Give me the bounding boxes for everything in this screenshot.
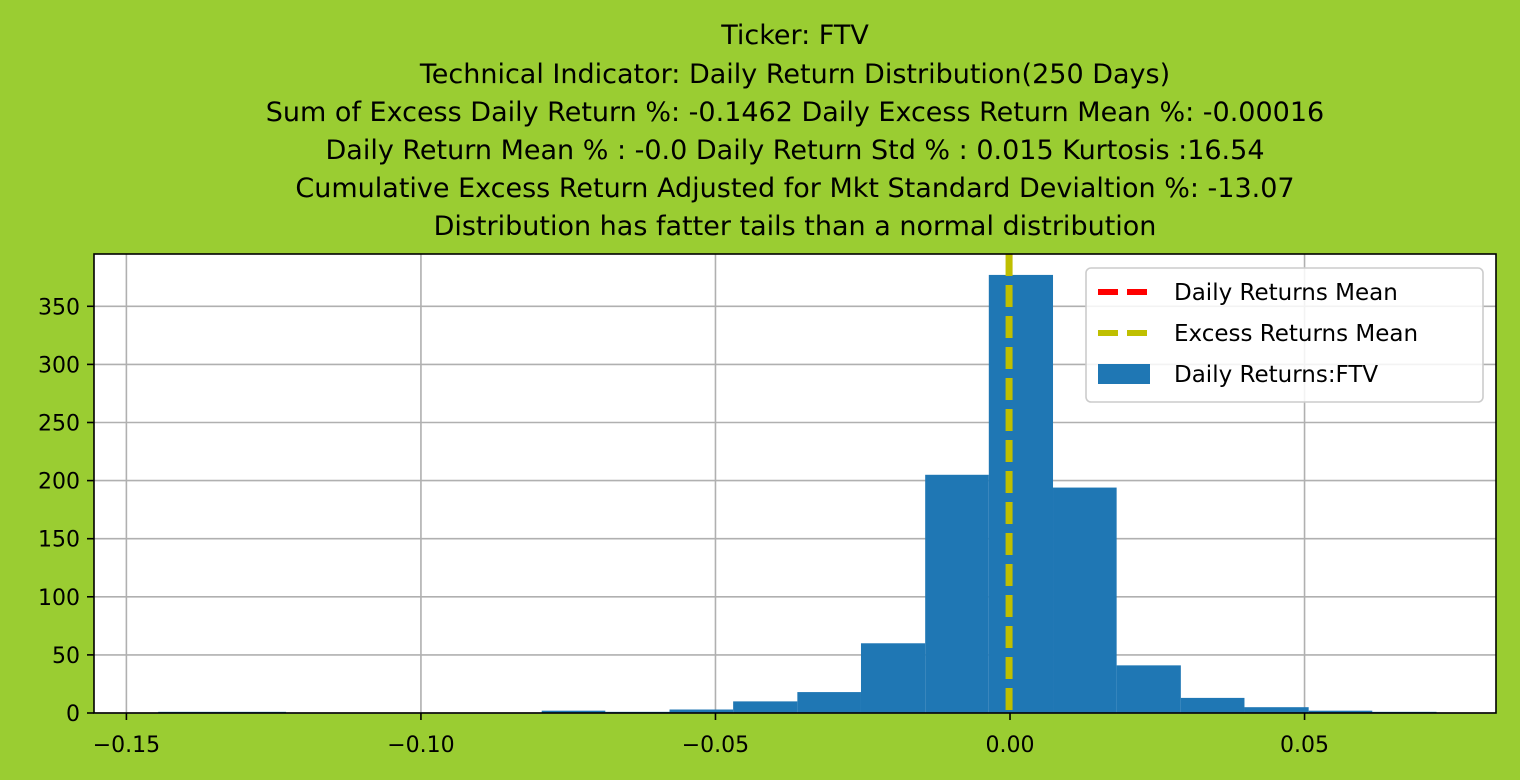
y-tick-label: 300 (38, 353, 80, 378)
histogram-bar (860, 643, 926, 713)
x-tick-label: −0.10 (387, 733, 454, 758)
y-tick-label: 250 (38, 411, 80, 436)
histogram-bar (541, 710, 606, 713)
y-tick-label: 350 (38, 295, 80, 320)
histogram-bar (797, 692, 861, 713)
title-line-4: Daily Return Mean % : -0.0 Daily Return … (325, 135, 1264, 166)
histogram-bars (158, 274, 1437, 713)
y-axis: 0 50 100 150 200 250 300 350 (38, 295, 94, 727)
x-tick-label: 0.00 (986, 733, 1035, 758)
legend-label: Daily Returns:FTV (1174, 362, 1378, 388)
y-tick-label: 50 (52, 644, 80, 669)
x-tick-label: 0.05 (1280, 733, 1329, 758)
y-tick-label: 150 (38, 528, 80, 553)
legend: Daily Returns Mean Excess Returns Mean Dai… (1085, 267, 1484, 403)
legend-box (1085, 267, 1484, 403)
histogram-bar (1053, 487, 1117, 713)
plot-frame (93, 253, 1497, 714)
mean-lines (1005, 254, 1013, 713)
histogram-bar (1244, 707, 1309, 713)
title-line-5: Cumulative Excess Return Adjusted for Mk… (295, 173, 1294, 204)
y-tick-label: 200 (38, 470, 80, 495)
histogram-bar (1308, 710, 1373, 713)
legend-label: Excess Returns Mean (1174, 321, 1418, 347)
title-line-2: Technical Indicator: Daily Return Distri… (419, 59, 1170, 90)
x-axis: −0.15 −0.10 −0.05 0.00 0.05 (93, 713, 1329, 758)
title-line-6: Distribution has fatter tails than a nor… (434, 211, 1157, 242)
histogram-bar (1116, 665, 1181, 713)
x-tick-label: −0.05 (682, 733, 749, 758)
grid-lines (94, 254, 1496, 714)
x-tick-label: −0.15 (93, 733, 160, 758)
title-line-3: Sum of Excess Daily Return %: -0.1462 Da… (266, 97, 1324, 128)
title-line-1: Ticker: FTV (720, 20, 869, 51)
chart-title: Ticker: FTV Technical Indicator: Daily Re… (266, 20, 1324, 242)
histogram-bar (1180, 697, 1245, 713)
y-tick-label: 0 (66, 702, 80, 727)
histogram-bar (925, 474, 989, 713)
histogram-bar (669, 709, 734, 713)
legend-swatch (1098, 364, 1150, 384)
histogram-bar (733, 701, 798, 713)
y-tick-label: 100 (38, 586, 80, 611)
histogram-bar (988, 274, 1054, 713)
legend-label: Daily Returns Mean (1174, 280, 1398, 306)
